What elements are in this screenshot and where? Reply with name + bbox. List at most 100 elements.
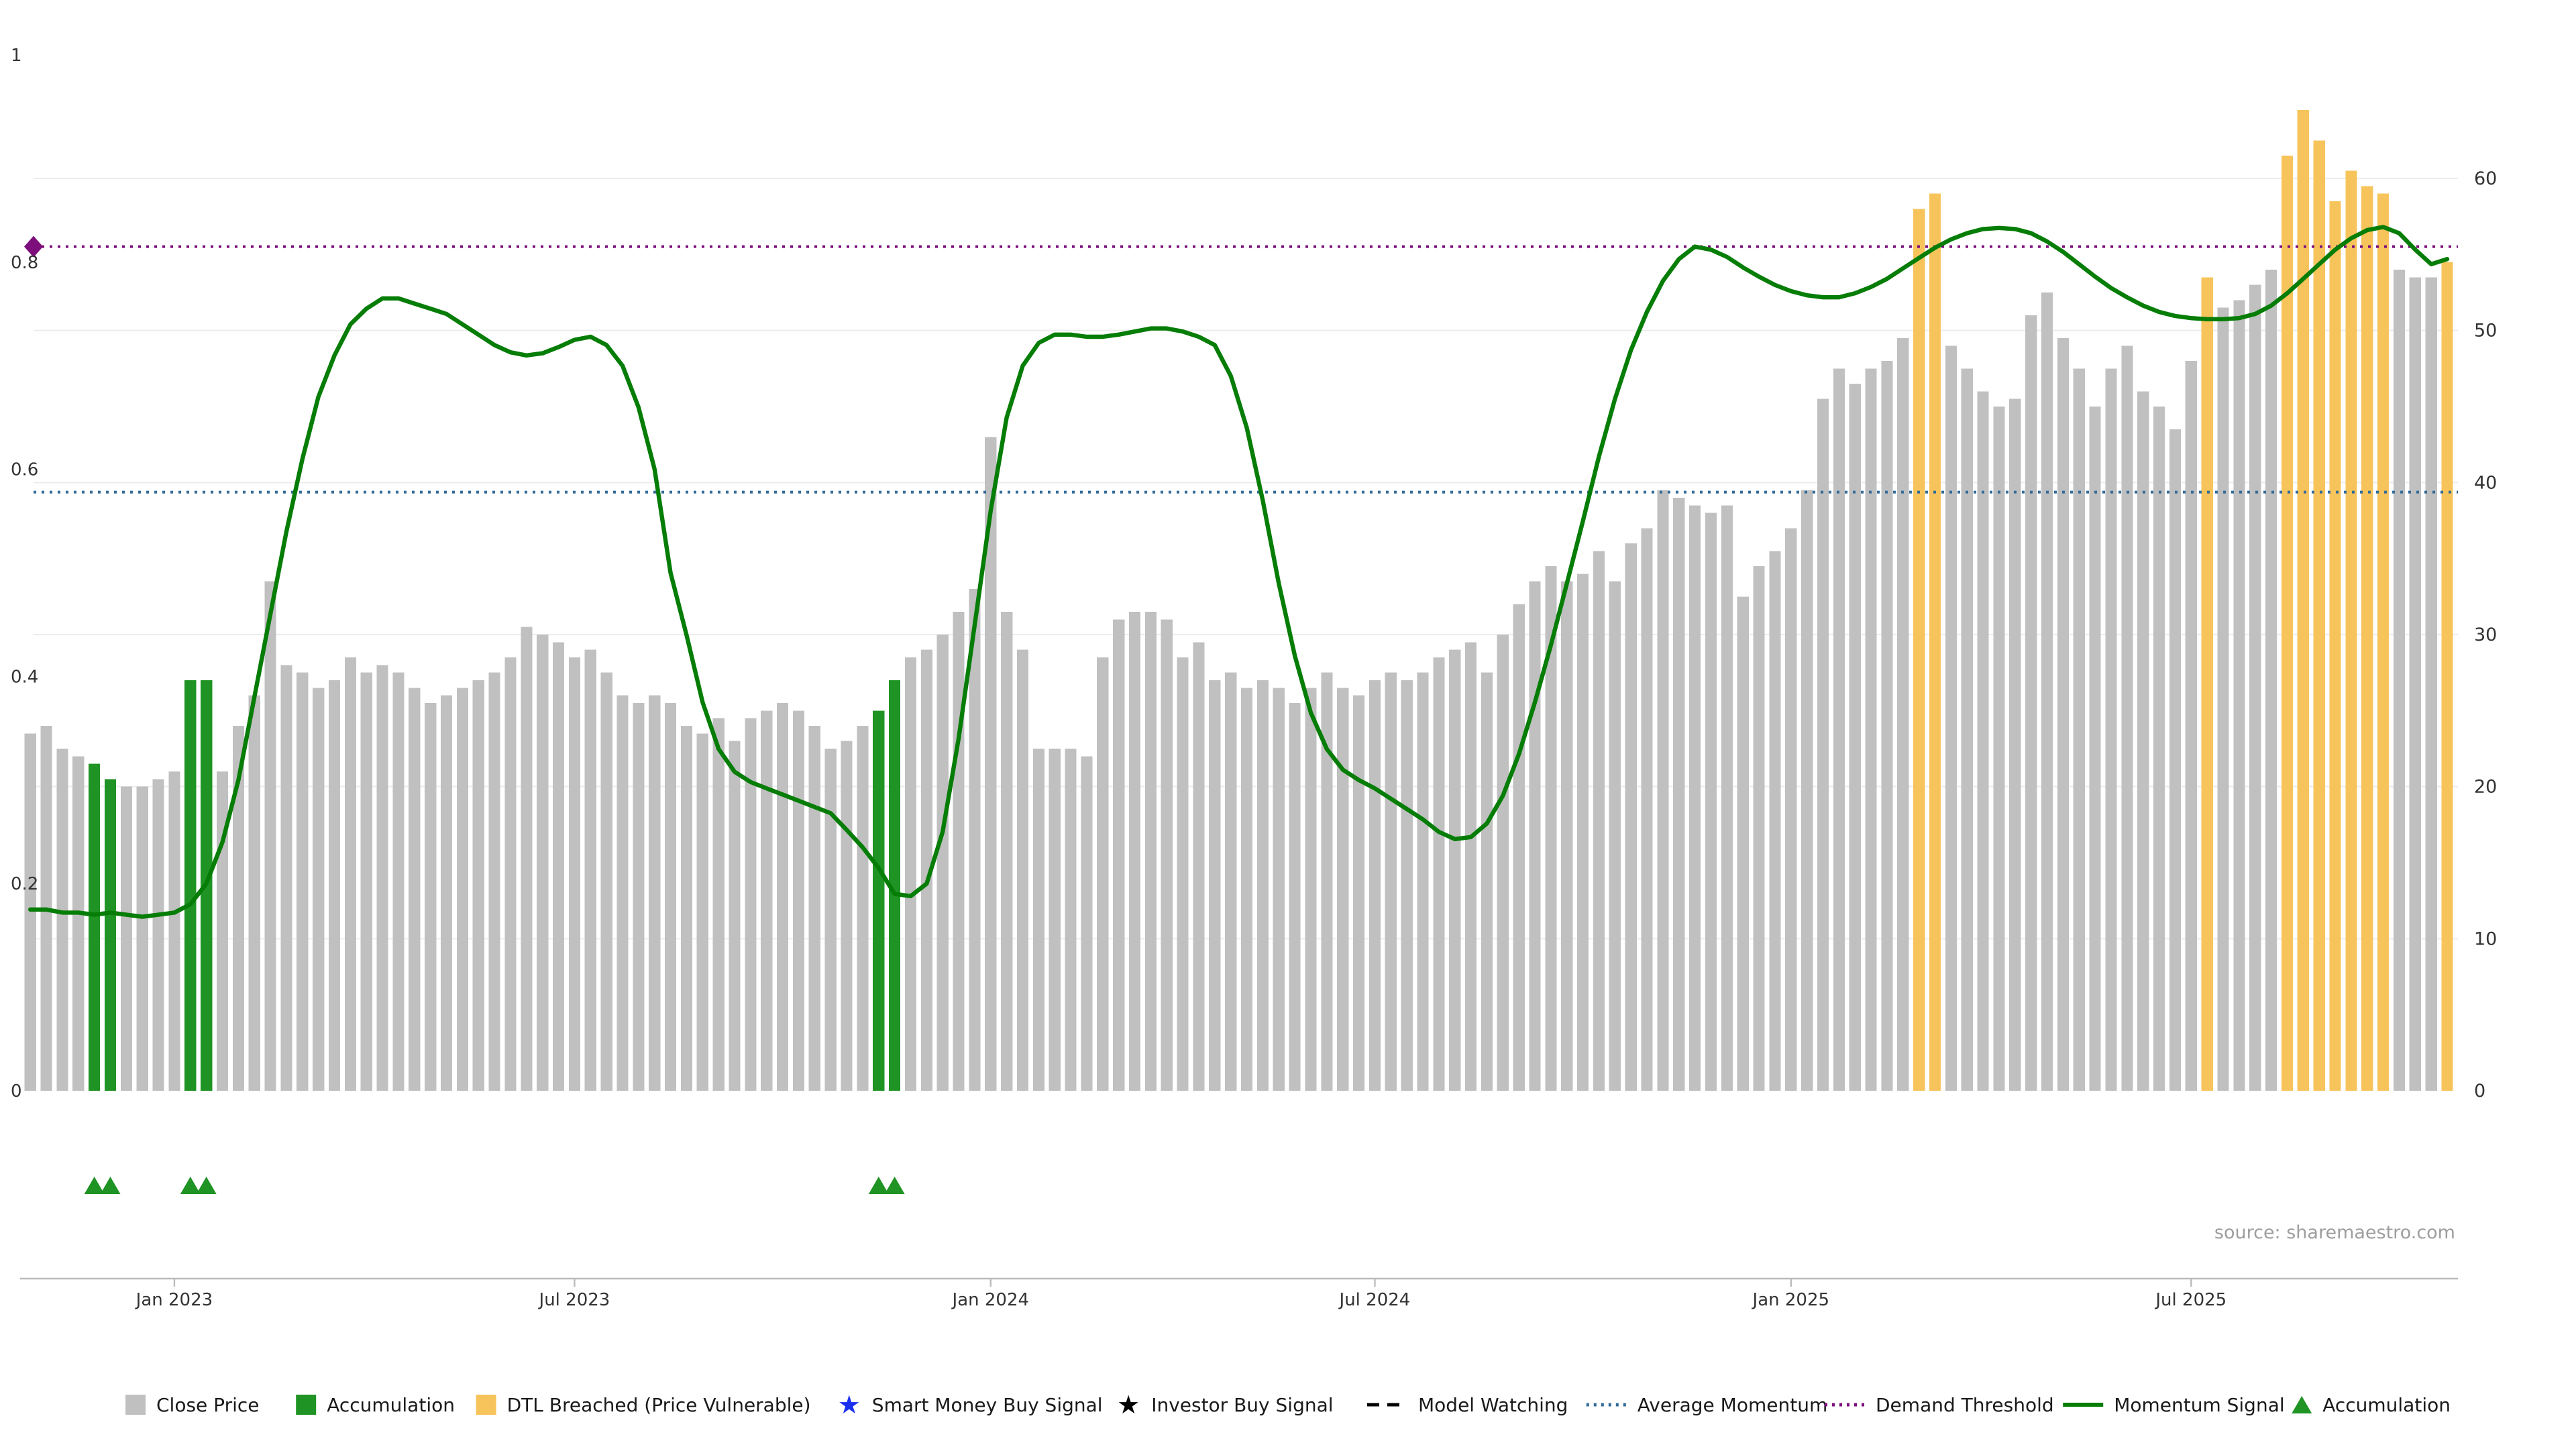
accumulation-triangle-icon	[100, 1177, 121, 1194]
close-price-bar	[56, 749, 68, 1091]
close-price-bar	[1032, 749, 1044, 1091]
close-price-bar	[376, 665, 388, 1091]
close-price-bar	[2265, 270, 2277, 1091]
close-price-bar	[2009, 398, 2021, 1091]
close-price-bar	[2233, 300, 2245, 1091]
close-price-bar	[2185, 361, 2197, 1091]
close-price-bar	[584, 649, 596, 1091]
legend-item-investor-buy-signal[interactable]: ★ Investor Buy Signal	[1117, 1390, 1333, 1419]
close-price-bar	[1289, 703, 1301, 1091]
close-price-bar	[1961, 368, 1973, 1091]
legend-item-model-watching[interactable]: Model Watching	[1367, 1394, 1568, 1416]
close-price-bar	[1657, 490, 1669, 1091]
close-price-bar	[232, 726, 244, 1091]
close-price-bar	[1337, 688, 1349, 1091]
legend-label: Model Watching	[1418, 1394, 1568, 1416]
close-price-bar	[985, 437, 997, 1091]
close-price-bar	[264, 581, 276, 1091]
legend-item-smart-money-buy-signal[interactable]: ★ Smart Money Buy Signal	[838, 1390, 1103, 1419]
accumulation-bar	[104, 779, 117, 1091]
gridlines	[34, 178, 2458, 940]
close-price-bar	[857, 726, 869, 1091]
close-price-bar	[456, 688, 469, 1091]
close-price-bar	[1817, 398, 1829, 1091]
close-price-bar	[2409, 277, 2421, 1091]
close-price-bar	[1897, 338, 1909, 1091]
legend-label: Smart Money Buy Signal	[872, 1394, 1103, 1416]
legend-item-demand-threshold[interactable]: Demand Threshold	[1825, 1394, 2054, 1416]
x-tick-label: Jul 2025	[2154, 1290, 2226, 1310]
investor-buy-signal-star-icon: ★	[1117, 1390, 1140, 1419]
close-price-bar	[2217, 307, 2229, 1091]
accumulation-swatch-icon	[296, 1395, 317, 1415]
close-price-bar	[537, 635, 549, 1091]
close-price-bar	[1305, 688, 1317, 1091]
close-price-bar	[1417, 672, 1429, 1091]
y-axis-left: 0 0.2 0.4 0.6 0.8 1	[11, 46, 38, 1102]
accumulation-marker-triangle-icon	[2292, 1396, 2312, 1413]
close-price-bar	[953, 612, 965, 1091]
legend-item-momentum-signal[interactable]: Momentum Signal	[2063, 1394, 2285, 1416]
close-price-bar	[1368, 680, 1381, 1091]
close-price-bar	[649, 695, 661, 1091]
right-tick-label: 50	[2474, 321, 2497, 341]
close-price-bar	[841, 741, 853, 1091]
close-price-bar	[1097, 657, 1109, 1091]
x-tick-label: Jan 2023	[135, 1290, 213, 1310]
smart-money-buy-signal-star-icon: ★	[838, 1390, 861, 1419]
accumulation-markers	[84, 1177, 905, 1194]
legend-item-accumulation[interactable]: Accumulation	[296, 1394, 455, 1416]
left-tick-label: 1	[11, 46, 22, 66]
close-price-bar	[313, 688, 325, 1091]
accumulation-triangle-icon	[196, 1177, 217, 1194]
x-axis: Jan 2023 Jul 2023 Jan 2024 Jul 2024 Jan 2025…	[20, 1277, 2458, 1310]
close-price-bar	[1753, 566, 1765, 1091]
close-price-bar	[1433, 657, 1445, 1091]
close-price-bar	[136, 786, 148, 1091]
close-price-bar	[1128, 612, 1141, 1091]
close-price-bar	[712, 718, 724, 1091]
close-price-bar	[680, 726, 693, 1091]
close-price-bar	[1273, 688, 1285, 1091]
close-price-bar	[1737, 596, 1749, 1091]
legend: Close Price Accumulation DTL Breached (Pri…	[125, 1390, 2451, 1419]
close-price-bar	[2105, 368, 2117, 1091]
close-price-bar	[1513, 604, 1525, 1091]
close-price-bar	[1385, 672, 1397, 1091]
close-price-bar	[552, 642, 565, 1091]
close-price-bar	[568, 657, 581, 1091]
close-price-bar	[24, 733, 36, 1091]
close-price-bar	[2393, 270, 2406, 1091]
close-price-bar	[1193, 642, 1205, 1091]
dtl-breached-bar	[2313, 140, 2325, 1091]
legend-item-dtl-breached[interactable]: DTL Breached (Price Vulnerable)	[476, 1394, 811, 1416]
dtl-breached-bar	[1913, 209, 1925, 1091]
close-price-bar	[745, 718, 757, 1091]
close-price-bar	[2025, 315, 2037, 1091]
y-axis-right: 0 10 20 30 40 50 60	[2474, 168, 2497, 1102]
close-price-bar	[1081, 756, 1093, 1091]
close-price-bar	[488, 672, 500, 1091]
accumulation-bar	[89, 763, 101, 1091]
close-price-bar	[808, 726, 820, 1091]
close-price-bar	[2089, 407, 2101, 1091]
dtl-breached-bar	[2329, 201, 2341, 1091]
dtl-breached-swatch-icon	[476, 1395, 496, 1415]
legend-item-average-momentum[interactable]: Average Momentum	[1586, 1394, 1827, 1416]
accumulation-bar	[184, 680, 197, 1091]
demand-threshold-diamond-icon	[24, 235, 43, 258]
reference-lines	[24, 235, 2458, 494]
close-price-bar	[1049, 749, 1061, 1091]
close-price-bar	[2041, 292, 2053, 1091]
legend-label: Investor Buy Signal	[1151, 1394, 1333, 1416]
legend-item-close-price[interactable]: Close Price	[125, 1394, 259, 1416]
accumulation-triangle-icon	[84, 1177, 105, 1194]
close-price-bar	[1465, 642, 1477, 1091]
close-price-bar	[1001, 612, 1013, 1091]
close-price-bar	[472, 680, 484, 1091]
right-tick-label: 30	[2474, 625, 2497, 645]
dtl-breached-bar	[1929, 193, 1941, 1091]
close-price-bar	[1256, 680, 1269, 1091]
legend-item-accumulation-marker[interactable]: Accumulation	[2292, 1394, 2451, 1416]
